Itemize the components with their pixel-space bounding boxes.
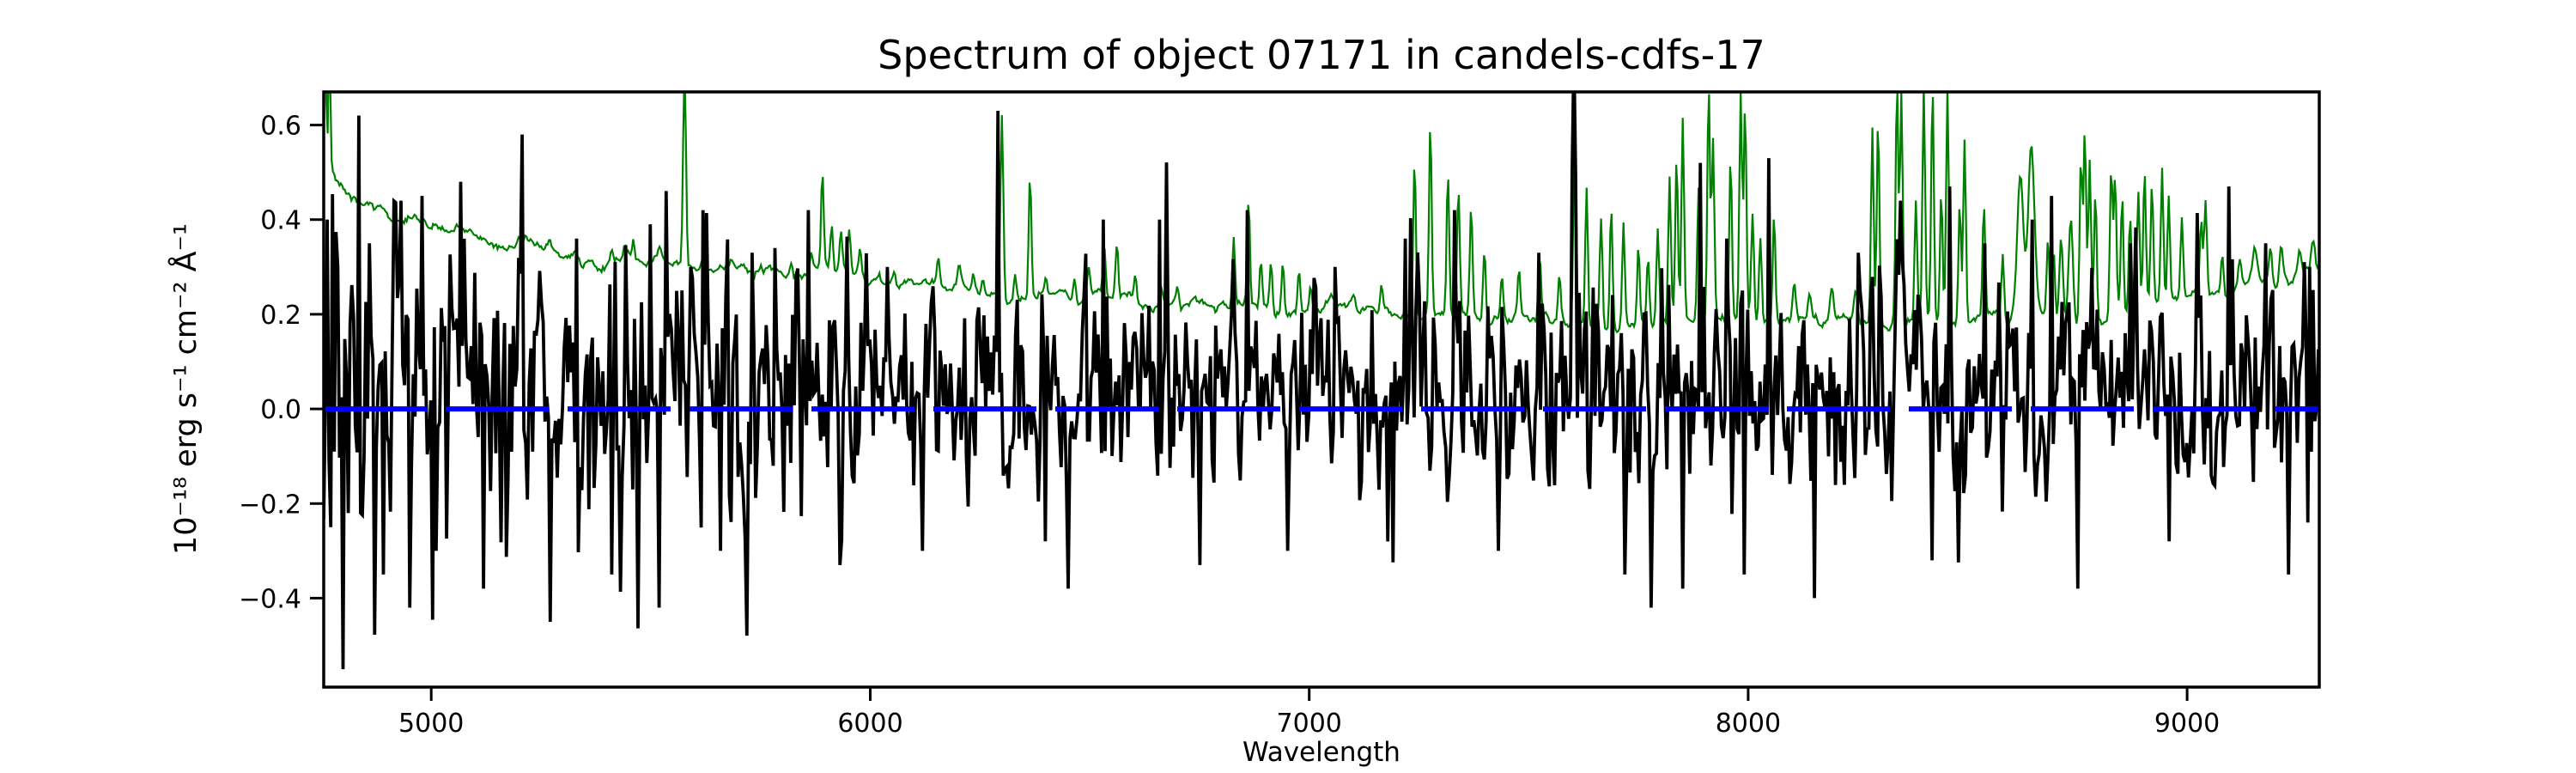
y-tick-label: −0.4 — [239, 584, 301, 614]
y-tick-label: 0.6 — [260, 112, 301, 142]
y-tick-label: 0.0 — [260, 395, 301, 425]
x-tick-label: 5000 — [398, 709, 464, 739]
flux-spectrum-line — [324, 92, 2319, 670]
y-tick-label: −0.2 — [239, 490, 301, 520]
x-tick-label: 6000 — [837, 709, 902, 739]
y-tick-label: 0.4 — [260, 206, 301, 236]
x-axis-ticks: 5000 6000 7000 8000 9000 — [398, 687, 2220, 739]
x-tick-label: 7000 — [1277, 709, 1342, 739]
y-tick-label: 0.2 — [260, 301, 301, 331]
x-tick-label: 8000 — [1716, 709, 1781, 739]
y-axis-label: 10⁻¹⁸ erg s⁻¹ cm⁻² Å⁻¹ — [167, 223, 204, 555]
x-axis-label: Wavelength — [1242, 737, 1400, 768]
plot-frame — [322, 90, 2321, 689]
x-tick-label: 9000 — [2154, 709, 2220, 739]
plot-series — [324, 92, 2319, 670]
y-axis-ticks: −0.4 −0.2 0.0 0.2 0.4 0.6 — [239, 112, 324, 614]
chart-title: Spectrum of object 07171 in candels-cdfs… — [878, 32, 1765, 78]
